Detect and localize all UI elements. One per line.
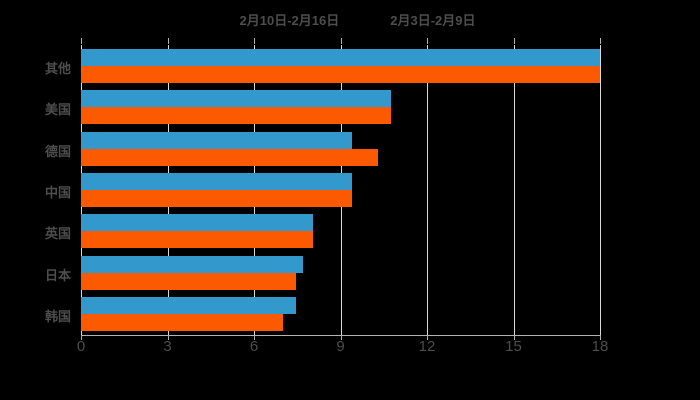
tick-mark-top	[168, 38, 169, 44]
x-tick-label: 3	[163, 338, 172, 355]
bar[interactable]	[81, 173, 353, 190]
x-tick-label: 6	[249, 338, 259, 355]
tick-mark	[254, 335, 255, 340]
bar-group	[81, 131, 600, 166]
tick-mark-top	[514, 38, 515, 44]
x-tick-label: 0	[76, 338, 86, 355]
bar-group	[81, 48, 600, 83]
tick-mark-top	[427, 38, 428, 44]
y-category-label: 韩国	[44, 309, 71, 325]
y-category-label: 英国	[44, 226, 71, 242]
tick-mark	[600, 335, 601, 340]
bar[interactable]	[81, 255, 304, 273]
tick-mark-top	[81, 38, 82, 44]
y-category-label: 德国	[44, 143, 71, 159]
tick-mark	[341, 335, 342, 340]
y-category-label: 美国	[44, 102, 71, 118]
gridline-12	[427, 45, 428, 335]
y-category-label: 中国	[44, 185, 71, 200]
legend-marker-square-icon	[375, 15, 384, 24]
bar-group	[81, 90, 600, 125]
bar[interactable]	[81, 48, 600, 66]
legend-entry-0[interactable]: 2月10日-2月16日	[225, 10, 340, 29]
gridline-15	[514, 45, 515, 335]
x-tick-label: 18	[591, 338, 609, 355]
y-category-label: 日本	[44, 267, 71, 283]
bar-group	[81, 297, 600, 332]
bar[interactable]	[81, 90, 391, 108]
bar[interactable]	[81, 272, 296, 290]
y-category-label: 其他	[44, 60, 71, 76]
legend-label-1: 2月3日-2月9日	[390, 12, 476, 28]
legend-label-0: 2月10日-2月16日	[239, 12, 340, 28]
gridline-18	[600, 45, 601, 335]
tick-mark	[514, 335, 515, 340]
bar[interactable]	[81, 107, 391, 125]
tick-mark	[427, 335, 428, 340]
legend-entry-1[interactable]: 2月3日-2月9日	[375, 10, 475, 29]
x-tick-label: 12	[418, 338, 436, 355]
bar[interactable]	[81, 297, 296, 315]
bar[interactable]	[81, 214, 314, 232]
legend-marker-circle-icon	[225, 15, 234, 24]
bar[interactable]	[81, 314, 283, 332]
bar-group	[81, 173, 600, 207]
bar[interactable]	[81, 231, 314, 249]
tick-mark-top	[341, 38, 342, 44]
tick-mark-top	[254, 38, 255, 44]
tick-mark-top	[600, 38, 601, 44]
bar[interactable]	[81, 131, 353, 149]
y-axis-category-labels: 其他美国德国中国英国日本韩国	[0, 45, 71, 335]
x-tick-label: 9	[336, 338, 345, 355]
bar[interactable]	[81, 148, 378, 166]
tick-mark	[168, 335, 169, 340]
bar[interactable]	[81, 65, 600, 83]
tick-mark	[81, 335, 82, 340]
x-tick-label: 15	[505, 338, 522, 355]
bar-group	[81, 255, 600, 290]
bar[interactable]	[81, 190, 353, 207]
bar-group	[81, 214, 600, 249]
chart-legend: 2月10日-2月16日 2月3日-2月9日	[0, 8, 700, 30]
plot-area	[81, 45, 601, 335]
